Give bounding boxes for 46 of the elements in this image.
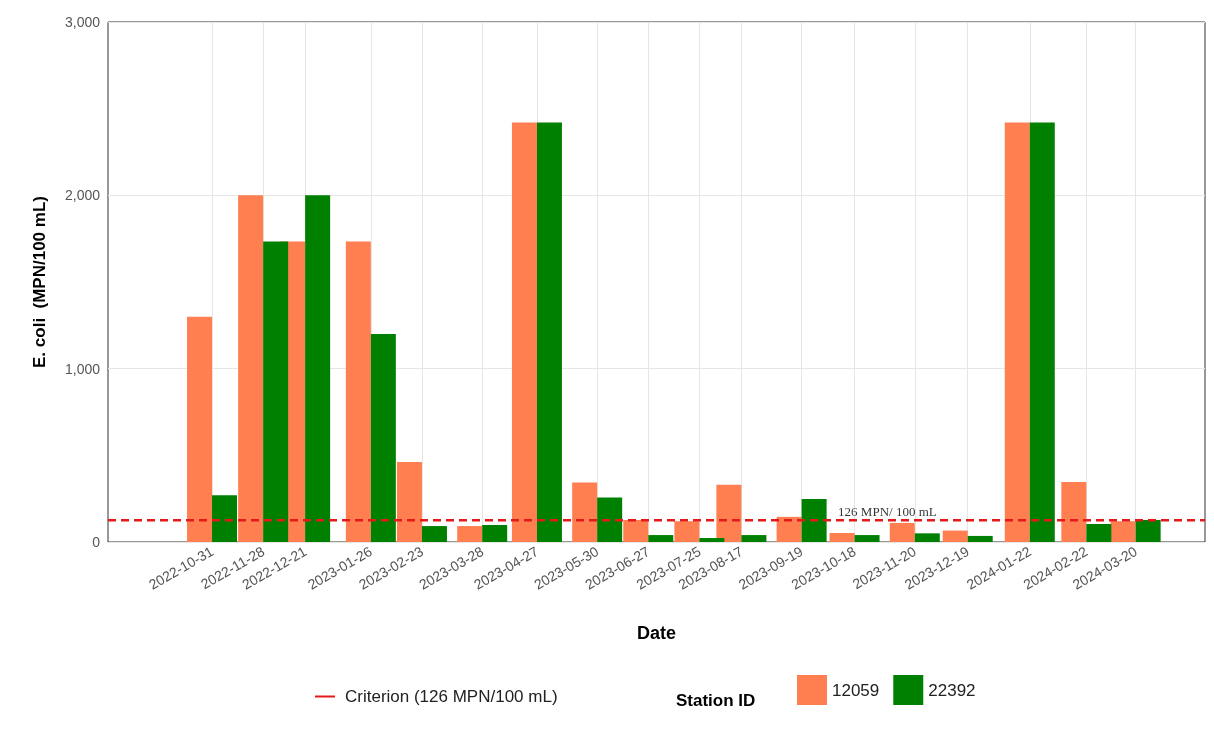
bar: [238, 195, 264, 542]
x-axis-title: Date: [636, 623, 677, 643]
annotation: 126 MPN/ 100 mL: [838, 504, 937, 520]
y-tick-label: 2,000: [64, 187, 101, 204]
bar: [370, 334, 396, 542]
legend-label: 22392: [928, 680, 976, 700]
bar: [572, 482, 598, 542]
bar: [801, 499, 827, 542]
bar: [674, 521, 700, 542]
bar: [741, 535, 767, 542]
bar: [914, 533, 940, 542]
bar: [1135, 519, 1161, 542]
bar: [305, 195, 331, 542]
y-axis-title: E. coli (MPN/100 mL): [30, 196, 49, 368]
bar: [263, 241, 289, 542]
bar: [776, 516, 802, 542]
bar: [457, 526, 483, 542]
bar: [1029, 122, 1055, 542]
bar: [1061, 482, 1087, 542]
y-tick-label: 0: [92, 534, 101, 550]
legend-title: Station ID: [676, 691, 756, 710]
bar: [482, 525, 508, 542]
legend-label: 12059: [832, 680, 880, 700]
bar: [1086, 523, 1112, 542]
bar: [854, 535, 880, 542]
bar: [421, 526, 447, 542]
y-tick-label: 3,000: [64, 14, 101, 30]
bar: [648, 535, 674, 542]
bar: [536, 122, 562, 542]
bar: [716, 484, 742, 542]
bar: [511, 122, 537, 542]
bar: [829, 532, 855, 542]
bar: [1004, 122, 1030, 542]
bar: [212, 495, 238, 542]
bar: [942, 530, 968, 542]
bar: [967, 535, 993, 542]
bar: [889, 522, 915, 542]
bar: [345, 241, 371, 542]
bar: [699, 538, 725, 542]
bar: [623, 519, 649, 542]
legend-label: Criterion (126 MPN/100 mL): [345, 687, 558, 706]
bar: [597, 497, 623, 542]
bar: [187, 316, 213, 542]
bar: [1110, 521, 1136, 542]
bar: [396, 462, 422, 542]
y-tick-label: 1,000: [64, 360, 101, 377]
